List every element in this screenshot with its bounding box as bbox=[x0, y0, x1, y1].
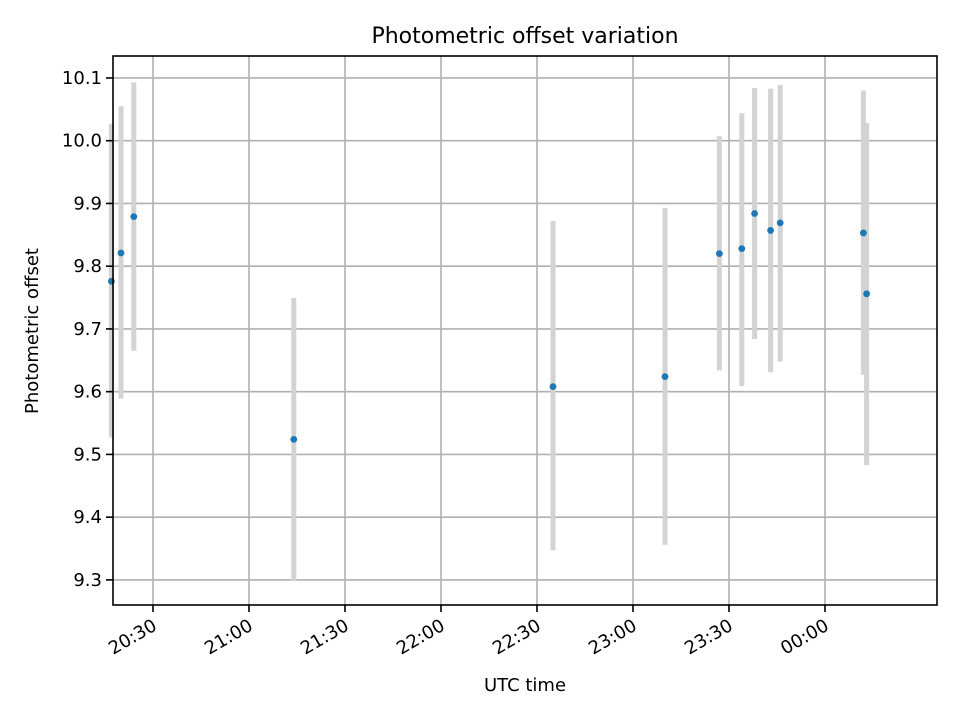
y-tick-label: 9.9 bbox=[73, 193, 102, 214]
x-axis-ticks: 20:30 21:00 21:30 22:00 22:30 23:00 23:30 00:00 bbox=[105, 605, 833, 659]
y-tick-label: 9.6 bbox=[73, 382, 102, 403]
chart-title: Photometric offset variation bbox=[371, 24, 678, 49]
data-point bbox=[738, 245, 746, 253]
data-point bbox=[751, 210, 758, 217]
y-tick-label: 10.1 bbox=[62, 68, 102, 89]
y-tick-label: 9.7 bbox=[73, 319, 102, 340]
y-tick-label: 9.3 bbox=[73, 570, 102, 591]
plot-frame bbox=[112, 55, 938, 606]
data-point bbox=[117, 249, 125, 257]
error-bars bbox=[108, 82, 870, 582]
y-tick-label: 9.4 bbox=[73, 507, 102, 528]
data-point bbox=[130, 213, 138, 221]
y-axis-label: Photometric offset bbox=[22, 248, 43, 414]
data-point bbox=[767, 227, 774, 234]
x-tick-label: 20:30 bbox=[105, 615, 160, 659]
x-tick-label: 21:30 bbox=[297, 615, 352, 659]
data-point bbox=[661, 373, 669, 381]
x-tick-label: 21:00 bbox=[201, 615, 256, 659]
x-tick-label: 22:00 bbox=[393, 615, 448, 659]
data-point bbox=[716, 250, 723, 258]
data-point bbox=[863, 290, 870, 298]
x-tick-label: 23:30 bbox=[681, 615, 736, 659]
y-tick-label: 10.0 bbox=[62, 131, 102, 152]
y-tick-label: 9.5 bbox=[73, 444, 102, 465]
y-axis-ticks: 9.3 9.4 9.5 9.6 9.7 9.8 9.9 10.0 10.1 bbox=[62, 68, 113, 591]
x-tick-label: 22:30 bbox=[489, 615, 544, 659]
data-point bbox=[549, 383, 557, 391]
data-point bbox=[860, 229, 867, 237]
x-tick-label: 00:00 bbox=[777, 615, 832, 659]
data-point bbox=[776, 219, 784, 227]
data-points bbox=[108, 210, 870, 443]
y-tick-label: 9.8 bbox=[73, 256, 102, 277]
x-axis-label: UTC time bbox=[484, 675, 566, 696]
data-point bbox=[290, 435, 298, 443]
x-tick-label: 23:00 bbox=[585, 615, 640, 659]
grid bbox=[113, 56, 937, 605]
